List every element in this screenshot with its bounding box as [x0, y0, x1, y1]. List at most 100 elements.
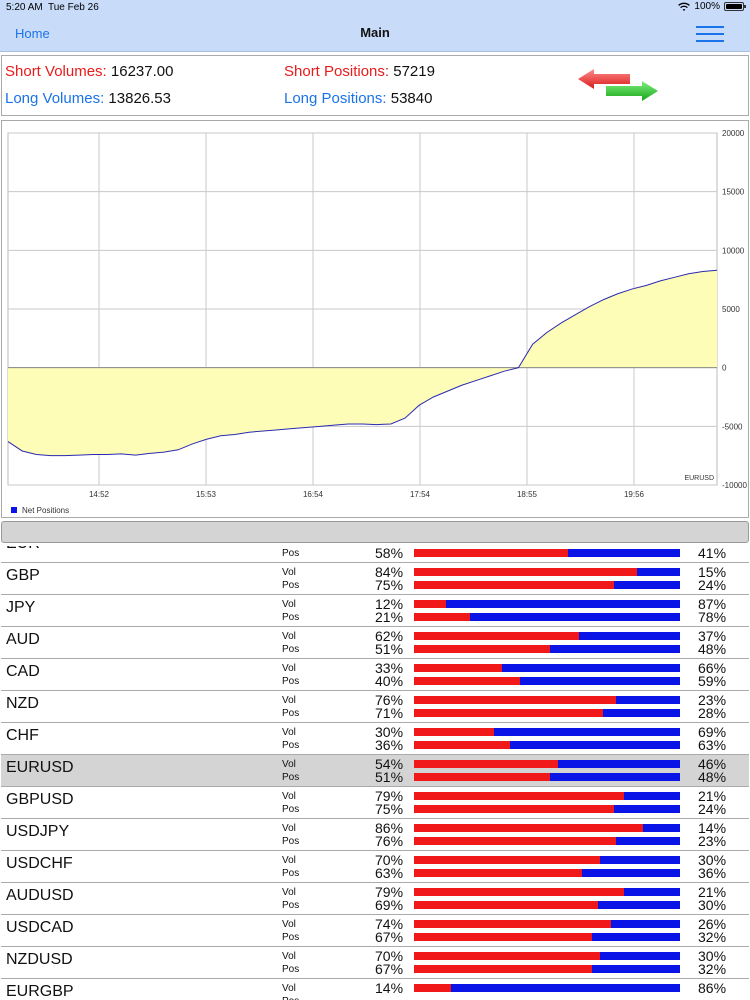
row-pos-bar	[414, 773, 680, 781]
row-pos-bar-short-fill	[414, 805, 614, 813]
row-pos-short-percent: 51%	[375, 641, 404, 657]
row-vol-bar-short-fill	[414, 760, 558, 768]
row-pos-bar-short-fill	[414, 741, 510, 749]
row-vol-label: Vol	[282, 663, 296, 674]
row-pos-bar	[414, 709, 680, 717]
row-vol-bar-short-fill	[414, 632, 579, 640]
chart-x-tick-label: 16:54	[303, 490, 324, 499]
row-vol-bar	[414, 760, 680, 768]
chart-y-tick-label: -10000	[722, 481, 747, 490]
row-vol-label: Vol	[282, 983, 296, 994]
list-row-eur[interactable]: EURVolPos58%58%41%41%	[1, 546, 749, 563]
row-pos-label: Pos	[282, 900, 300, 911]
row-vol-short-percent: 70%	[375, 852, 404, 868]
row-pos-bar	[414, 613, 680, 621]
row-pos-bar	[414, 901, 680, 909]
row-pos-bar-short-fill	[414, 837, 617, 845]
list-row-aud[interactable]: AUD Vol Pos 62% 51% 37% 48%	[1, 627, 749, 659]
chart-x-tick-label: 18:55	[517, 490, 538, 499]
long-positions-label: Long Positions:	[284, 90, 387, 107]
list-row-eurgbp[interactable]: EURGBP Vol Pos 14% 86%	[1, 979, 749, 1000]
row-vol-bar	[414, 568, 680, 576]
row-pos-bar-short-fill	[414, 581, 614, 589]
list-row-audusd[interactable]: AUDUSD Vol Pos 79% 69% 21% 30%	[1, 883, 749, 915]
list-row-jpy[interactable]: JPY Vol Pos 12% 21% 87% 78%	[1, 595, 749, 627]
hamburger-menu-icon[interactable]	[696, 24, 724, 44]
row-symbol: JPY	[6, 599, 36, 616]
chart-x-tick-label: 15:53	[196, 490, 217, 499]
row-symbol: EUR	[6, 546, 40, 553]
row-vol-long-percent: 21%	[698, 788, 727, 804]
short-positions-label: Short Positions:	[284, 63, 390, 80]
row-vol-bar-short-fill	[414, 792, 625, 800]
list-row-usdjpy[interactable]: USDJPY Vol Pos 86% 76% 14% 23%	[1, 819, 749, 851]
row-vol-long-percent: 14%	[698, 820, 727, 836]
row-vol-short-percent: 70%	[375, 948, 404, 964]
row-symbol: NZDUSD	[6, 951, 73, 968]
status-bar: 5:20 AM Tue Feb 26 100%	[0, 0, 750, 16]
row-pos-label: Pos	[282, 868, 300, 879]
list-row-nzd[interactable]: NZD Vol Pos 76% 71% 23% 28%	[1, 691, 749, 723]
row-vol-short-percent: 33%	[375, 660, 404, 676]
list-row-gbp[interactable]: GBP Vol Pos 84% 75% 15% 24%	[1, 563, 749, 595]
row-vol-bar-short-fill	[414, 728, 494, 736]
row-vol-bar	[414, 632, 680, 640]
row-vol-label: Vol	[282, 823, 296, 834]
list-row-chf[interactable]: CHF Vol Pos 30% 36% 69% 63%	[1, 723, 749, 755]
row-symbol: AUDUSD	[6, 887, 74, 904]
list-row-nzdusd[interactable]: NZDUSD Vol Pos 70% 67% 30% 32%	[1, 947, 749, 979]
row-pos-long-percent: 30%	[698, 897, 727, 913]
legend-label: Net Positions	[22, 506, 69, 515]
row-vol-short-percent: 76%	[375, 692, 404, 708]
list-row-cad[interactable]: CAD Vol Pos 33% 40% 66% 59%	[1, 659, 749, 691]
row-vol-bar-short-fill	[414, 568, 638, 576]
row-pos-short-percent: 40%	[375, 673, 404, 689]
row-pos-bar	[414, 869, 680, 877]
row-vol-label: Vol	[282, 695, 296, 706]
wifi-icon	[678, 2, 691, 11]
row-vol-label: Vol	[282, 855, 296, 866]
row-vol-short-percent: 14%	[375, 980, 404, 996]
row-vol-long-percent: 21%	[698, 884, 727, 900]
row-vol-label: Vol	[282, 567, 296, 578]
chart-x-tick-label: 19:56	[624, 490, 645, 499]
currency-list-inner: EURVolPos58%58%41%41%GBPVolPos84%75%15%2…	[1, 546, 749, 1000]
currency-list[interactable]: EURVolPos58%58%41%41%GBPVolPos84%75%15%2…	[1, 546, 749, 1000]
row-pos-bar-short-fill	[414, 613, 470, 621]
row-pos-short-percent: 63%	[375, 865, 404, 881]
row-vol-bar-short-fill	[414, 824, 643, 832]
row-pos-long-percent: 78%	[698, 609, 727, 625]
short-volumes-label: Short Volumes:	[5, 63, 107, 80]
row-pos-long-percent: 23%	[698, 833, 727, 849]
row-pos-bar	[414, 741, 680, 749]
row-vol-bar	[414, 952, 680, 960]
row-vol-bar	[414, 664, 680, 672]
list-row-gbpusd[interactable]: GBPUSD Vol Pos 79% 75% 21% 24%	[1, 787, 749, 819]
list-row-usdchf[interactable]: USDCHF Vol Pos 70% 63% 30% 36%	[1, 851, 749, 883]
row-pos-bar-short-fill	[414, 869, 582, 877]
short-volumes-value: 16237.00	[110, 63, 174, 80]
row-vol-bar	[414, 696, 680, 704]
swap-arrows-icon[interactable]	[576, 66, 660, 102]
row-vol-long-percent: 23%	[698, 692, 727, 708]
row-vol-short-percent: 79%	[375, 884, 404, 900]
row-pos-bar-short-fill	[414, 933, 593, 941]
row-pos-short-percent: 36%	[375, 737, 404, 753]
home-button[interactable]: Home	[15, 26, 50, 41]
row-symbol: CAD	[6, 663, 40, 680]
list-row-usdcad[interactable]: USDCAD Vol Pos 74% 67% 26% 32%	[1, 915, 749, 947]
row-vol-long-percent: 30%	[698, 948, 727, 964]
long-volumes: Long Volumes: 13826.53	[5, 90, 171, 107]
list-row-eurusd[interactable]: EURUSD Vol Pos 54% 51% 46% 48%	[1, 755, 749, 787]
chart-y-tick-label: 0	[722, 364, 727, 373]
row-vol-long-percent: 37%	[698, 628, 727, 644]
row-pos-bar-short-fill	[414, 645, 550, 653]
page-title: Main	[360, 25, 390, 40]
row-vol-short-percent: 54%	[375, 756, 404, 772]
chart-watermark: EURUSD	[684, 475, 714, 482]
row-pos-bar-short-fill	[414, 773, 550, 781]
row-pos-label: Pos	[282, 996, 299, 1000]
row-pos-short-percent: 69%	[375, 897, 404, 913]
row-pos-bar-short-fill	[414, 677, 521, 685]
